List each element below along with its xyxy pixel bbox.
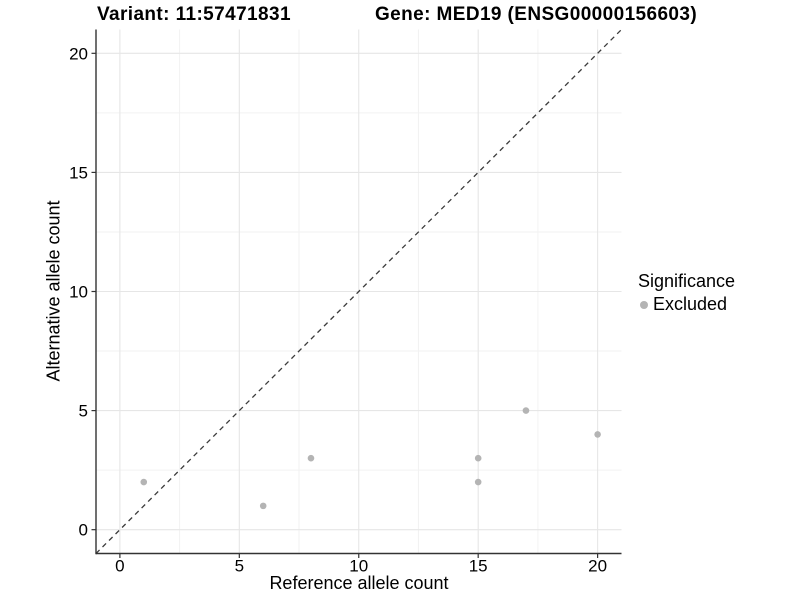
plot-title-gene: Gene: MED19 (ENSG00000156603) xyxy=(375,4,698,25)
data-point xyxy=(474,454,482,462)
identity-line xyxy=(95,29,622,554)
data-point xyxy=(522,407,530,414)
legend-point-icon xyxy=(640,300,648,309)
legend-title: Significance xyxy=(638,271,736,291)
data-point xyxy=(594,431,601,438)
y-axis-title: Alternative allele count xyxy=(43,200,64,382)
legend-item-excluded: Excluded xyxy=(640,294,735,315)
data-point xyxy=(474,478,482,486)
data-point xyxy=(140,478,148,486)
legend: Significance Excluded xyxy=(638,271,735,315)
x-tick-label: 15 xyxy=(469,557,488,576)
y-tick-label: 0 xyxy=(79,521,88,540)
legend-item-label: Excluded xyxy=(653,294,728,314)
x-axis-title: Reference allele count xyxy=(269,573,449,593)
x-tick-label: 5 xyxy=(235,557,244,576)
data-point xyxy=(259,502,267,510)
plot-title-variant: Variant: 11:57471831 xyxy=(97,4,291,25)
data-point xyxy=(307,454,315,462)
y-tick-label: 20 xyxy=(69,44,88,63)
y-tick-label: 10 xyxy=(69,283,88,302)
y-tick-label: 15 xyxy=(69,163,88,182)
x-tick-label: 0 xyxy=(115,557,124,576)
x-tick-label: 20 xyxy=(588,557,607,576)
x-tick-label: 10 xyxy=(349,557,368,576)
y-tick-label: 5 xyxy=(79,402,88,421)
